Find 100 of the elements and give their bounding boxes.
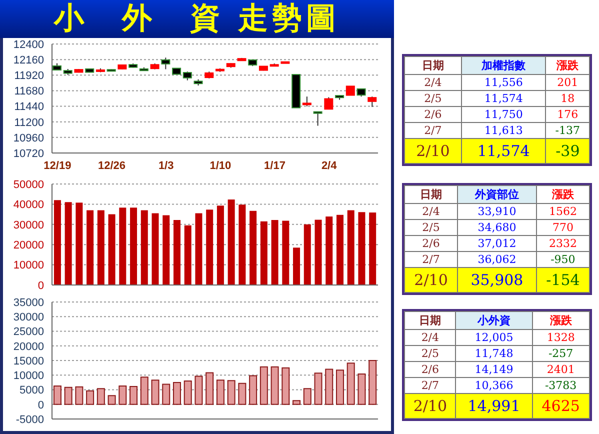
text: 2/6 — [404, 236, 458, 252]
bar — [206, 210, 214, 285]
y-tick-label: 10960 — [13, 132, 44, 144]
y-tick-label: 5000 — [20, 384, 44, 397]
y-tick-label: 15000 — [13, 355, 44, 368]
x-tick-label: 12/19 — [44, 160, 72, 172]
text: 2401 — [532, 362, 590, 378]
y-tick-label: 50000 — [13, 178, 44, 191]
y-tick-label: 12160 — [13, 54, 44, 66]
text: 2/5 — [404, 346, 456, 362]
text: -257 — [532, 346, 590, 362]
text: 2/10 — [404, 268, 458, 292]
y-tick-label: 40000 — [13, 199, 44, 212]
candlestick — [346, 86, 355, 96]
bar — [228, 200, 235, 285]
bar — [97, 210, 104, 285]
text: 201 — [546, 74, 590, 90]
bar — [75, 386, 84, 405]
bar — [86, 390, 94, 405]
category-label: 加權指數 — [461, 56, 546, 74]
text: 18 — [546, 90, 590, 106]
category-label: 日期 — [404, 312, 456, 330]
bar — [336, 214, 344, 285]
text: 2/5 — [404, 220, 458, 236]
text: 1328 — [532, 330, 590, 346]
bar — [151, 380, 160, 405]
bar — [293, 248, 300, 285]
x-tick-label: 12/26 — [98, 160, 126, 172]
text: -950 — [536, 252, 590, 268]
bar — [358, 373, 366, 405]
text: 2/7 — [404, 378, 456, 394]
candlestick — [313, 110, 322, 126]
bar — [249, 375, 258, 405]
bar — [195, 213, 202, 285]
bar — [54, 200, 61, 285]
bar — [64, 202, 72, 285]
text: 2332 — [536, 236, 590, 252]
bar — [260, 221, 268, 285]
bar — [108, 214, 116, 285]
text: -154 — [536, 268, 590, 292]
bar — [336, 370, 344, 405]
category-label: 日期 — [404, 186, 458, 204]
bar — [292, 400, 301, 405]
bar — [238, 382, 246, 405]
text: -3783 — [532, 378, 590, 394]
text: 2/6 — [404, 106, 462, 122]
bar — [162, 384, 170, 405]
y-tick-label: 30000 — [13, 312, 44, 324]
bar — [130, 208, 138, 285]
x-tick-label: 1/10 — [210, 160, 232, 172]
bar — [270, 366, 279, 405]
text: 770 — [536, 220, 590, 236]
bar — [86, 210, 94, 285]
bar — [347, 210, 354, 285]
bar — [140, 210, 148, 285]
text: 12,005 — [456, 330, 532, 346]
text: 14,149 — [456, 362, 532, 378]
candlestick — [368, 96, 377, 108]
bar — [194, 376, 203, 405]
bar — [282, 220, 290, 285]
y-tick-label: 11440 — [14, 101, 44, 114]
bar — [64, 386, 72, 405]
y-tick-label: 35000 — [13, 296, 44, 309]
x-tick-label: 2/4 — [321, 160, 338, 172]
category-label: 日期 — [404, 56, 462, 74]
text: 33,910 — [458, 204, 536, 220]
bar — [130, 386, 138, 405]
text: 2/4 — [404, 330, 456, 346]
text: 14,991 — [456, 394, 532, 418]
text: 2/6 — [404, 362, 456, 378]
text: 37,012 — [458, 236, 536, 252]
candlestick — [302, 96, 312, 107]
candlestick — [324, 96, 334, 110]
y-tick-label: 10000 — [13, 260, 44, 272]
text: 176 — [546, 106, 590, 122]
bar — [314, 372, 322, 405]
text: 2/10 — [404, 394, 456, 418]
bar — [368, 360, 377, 405]
text: 2/4 — [404, 74, 462, 90]
y-tick-label: 20000 — [13, 340, 44, 353]
text: 35,908 — [458, 268, 536, 292]
text: 11,574 — [461, 138, 546, 164]
bar — [119, 208, 126, 285]
text: 1562 — [536, 204, 590, 220]
bar — [227, 380, 236, 405]
bar — [325, 368, 334, 405]
bar — [260, 366, 268, 405]
bar — [76, 202, 83, 285]
chart-title: 小 外 資 走勢圖 — [0, 0, 394, 38]
x-tick-label: 1/17 — [264, 160, 286, 172]
text: 34,680 — [458, 220, 536, 236]
text: 2/7 — [404, 122, 462, 138]
bar — [173, 220, 180, 285]
y-tick-label: 30000 — [13, 219, 44, 232]
text: 11,613 — [461, 122, 546, 138]
bar — [282, 367, 290, 405]
bar — [140, 376, 148, 405]
bar — [53, 385, 62, 405]
text: 2/4 — [404, 204, 458, 220]
text: 10,366 — [456, 378, 532, 394]
